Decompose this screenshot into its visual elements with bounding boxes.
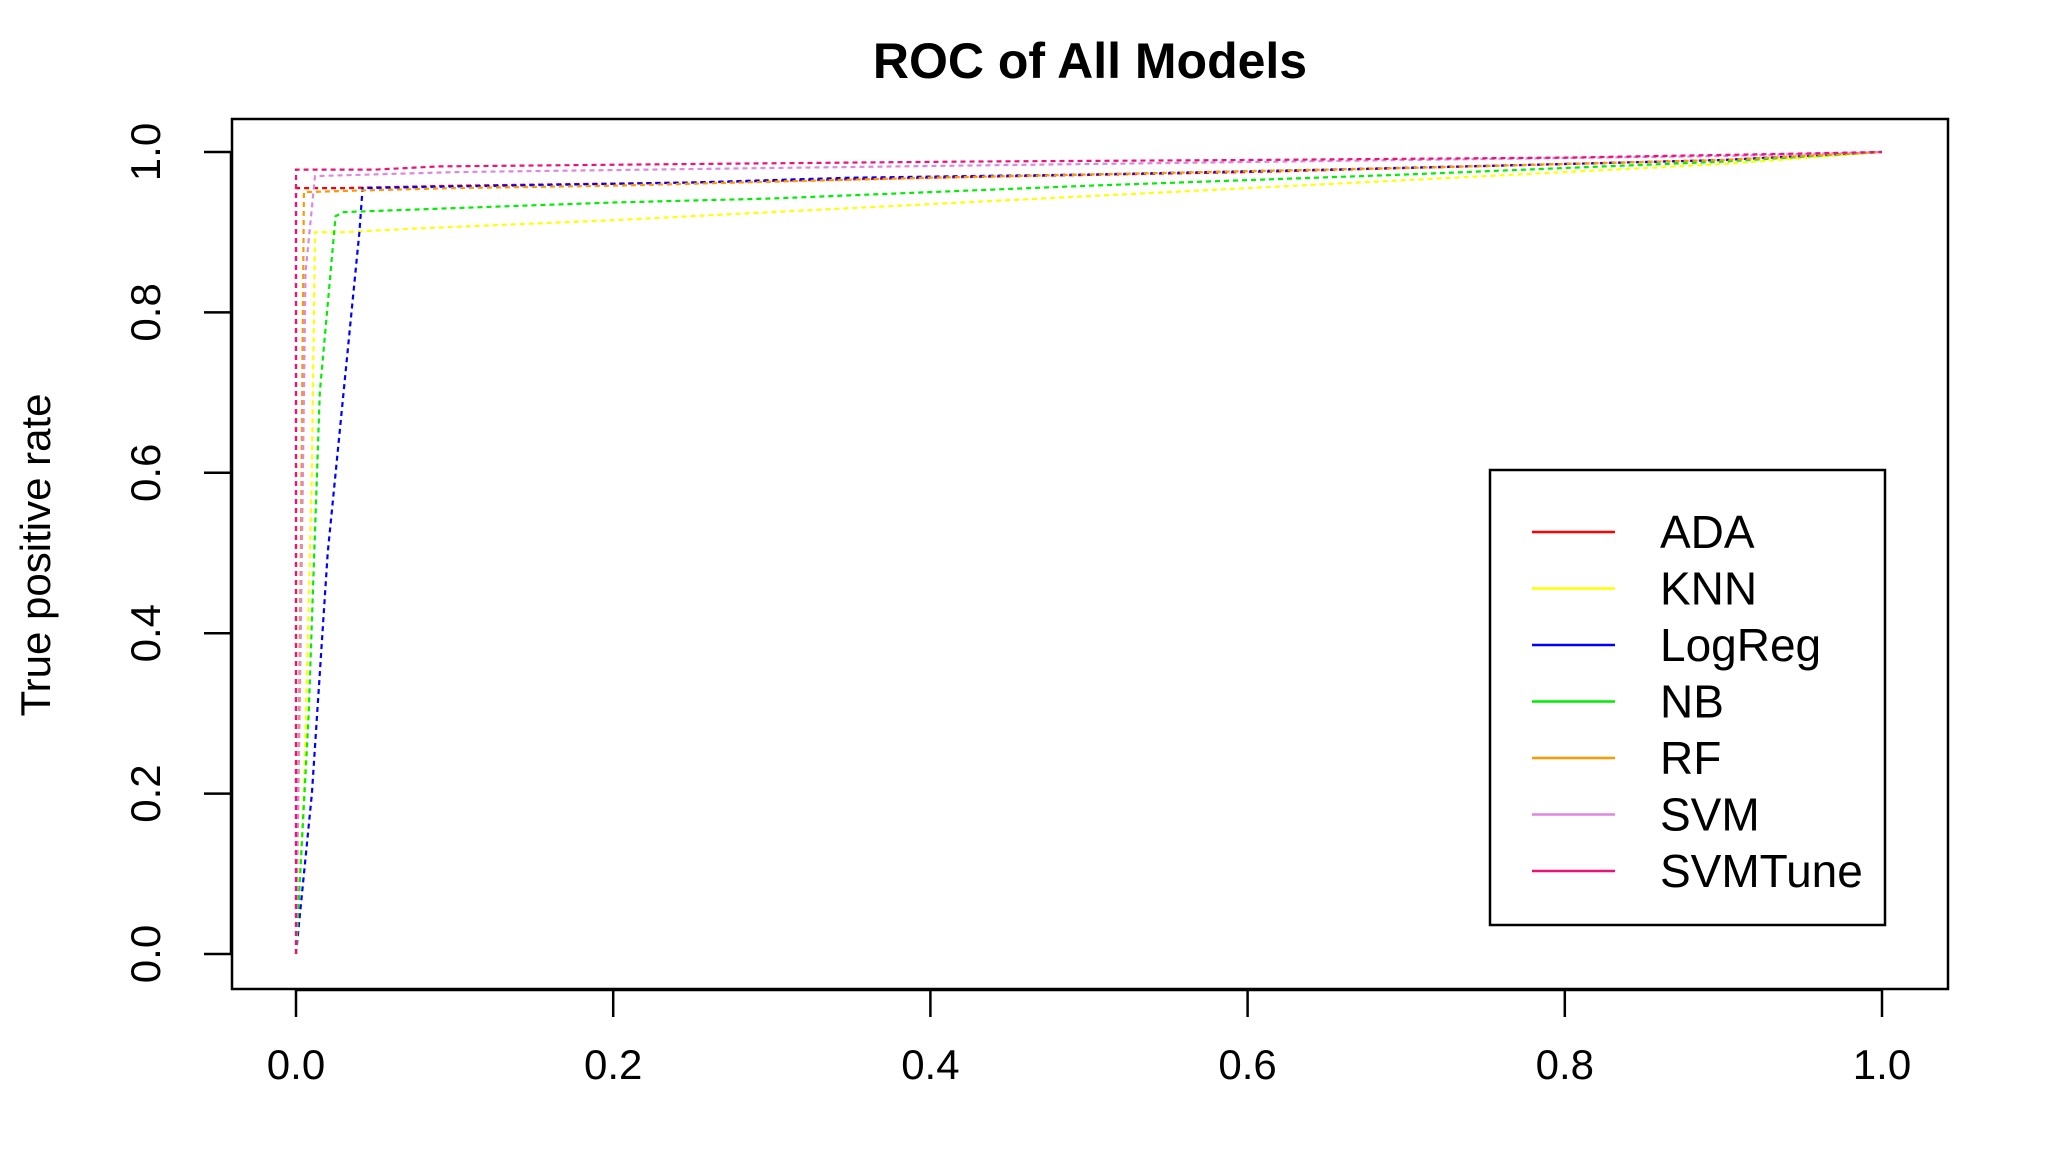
- x-tick-label: 1.0: [1853, 1041, 1911, 1088]
- chart-title: ROC of All Models: [873, 33, 1307, 89]
- series-line-logreg: [294, 150, 1883, 955]
- y-tick-label: 0.8: [122, 283, 169, 341]
- legend-label-knn: KNN: [1660, 563, 1757, 615]
- y-tick-label: 0.2: [122, 764, 169, 822]
- x-tick-label: 0.2: [584, 1041, 642, 1088]
- y-tick-label: 0.0: [122, 925, 169, 983]
- x-tick-label: 0.6: [1218, 1041, 1276, 1088]
- y-tick-label: 0.4: [122, 604, 169, 662]
- legend-label-svmtune: SVMTune: [1660, 845, 1863, 897]
- x-tick-label: 0.0: [267, 1041, 325, 1088]
- legend-label-logreg: LogReg: [1660, 619, 1821, 671]
- legend-box: [1488, 468, 1887, 927]
- x-tick-label: 0.4: [901, 1041, 959, 1088]
- legend-label-ada: ADA: [1660, 506, 1755, 558]
- series-line-rf: [294, 150, 1883, 955]
- series-line-nb: [294, 150, 1883, 955]
- legend-label-nb: NB: [1660, 676, 1724, 728]
- y-tick-label: 1.0: [122, 123, 169, 181]
- series-line-svmtune: [294, 150, 1883, 954]
- legend-label-rf: RF: [1660, 732, 1721, 784]
- series-line-knn: [294, 150, 1883, 955]
- x-tick-label: 0.8: [1536, 1041, 1594, 1088]
- y-tick-label: 0.6: [122, 444, 169, 502]
- y-axis-label: True positive rate: [12, 394, 59, 717]
- legend-label-svm: SVM: [1660, 789, 1760, 841]
- axis-layer: 0.0 0.2 0.4 0.6 0.8 1.0 0.0 0.2 0.4 0.6 0.8 1.0: [122, 123, 1911, 1088]
- series-layer: [294, 150, 1883, 955]
